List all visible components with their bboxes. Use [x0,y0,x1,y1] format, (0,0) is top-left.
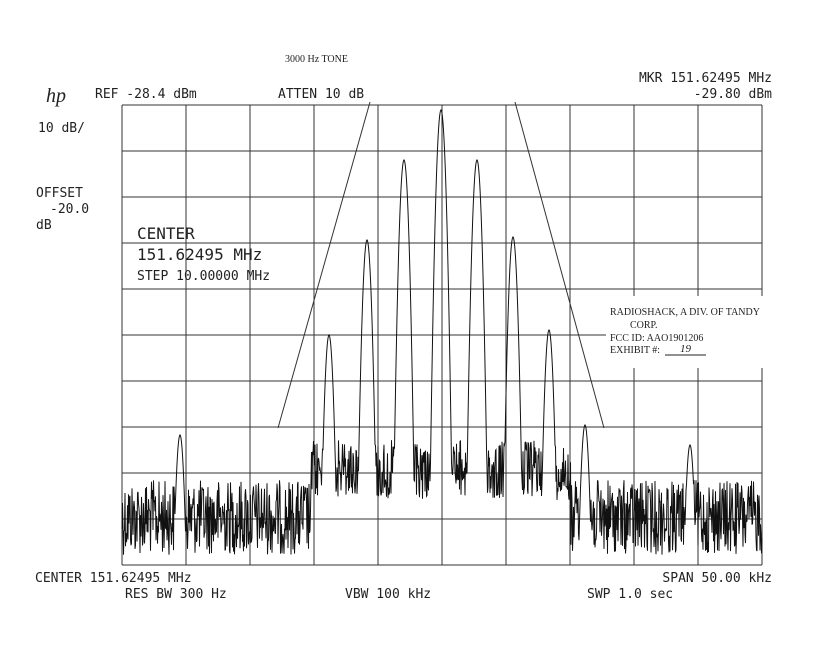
scale: 10 dB/ [38,121,85,136]
guide-line [514,101,605,429]
footer-res-bw: RES BW 300 Hz [125,587,227,602]
grid [121,104,763,566]
ref: REF -28.4 dBm [95,87,197,102]
guide-line [277,101,371,429]
sticker-exhibit-value: 19 [680,343,692,355]
footer-center: CENTER 151.62495 MHz [35,571,192,586]
offset-value: -20.0 [50,202,89,217]
marker-level: -29.80 dBm [694,87,772,102]
center-freq: 151.62495 MHz [137,245,262,264]
offset-unit: dB [36,218,52,233]
center-label: CENTER [137,224,195,243]
sticker-line: CORP. [630,320,658,331]
sticker-exhibit: EXHIBIT #: [610,345,660,356]
sticker-line: RADIOSHACK, A DIV. OF TANDY [610,307,760,318]
note: 3000 Hz TONE [285,54,348,65]
footer-vbw: VBW 100 kHz [345,587,431,602]
trace [121,109,763,555]
sticker-text: RADIOSHACK, A DIV. OF TANDY CORP. FCC ID… [610,307,760,356]
atten: ATTEN 10 dB [278,87,364,102]
sticker-fcc: FCC ID: AAO1901206 [610,333,703,344]
logo: hp [46,85,66,107]
footer-span: SPAN 50.00 kHz [662,571,772,586]
step: STEP 10.00000 MHz [137,269,270,284]
offset-label: OFFSET [36,186,83,201]
sticker [606,296,776,368]
footer-sweep: SWP 1.0 sec [587,587,673,602]
marker-freq: MKR 151.62495 MHz [639,71,772,86]
